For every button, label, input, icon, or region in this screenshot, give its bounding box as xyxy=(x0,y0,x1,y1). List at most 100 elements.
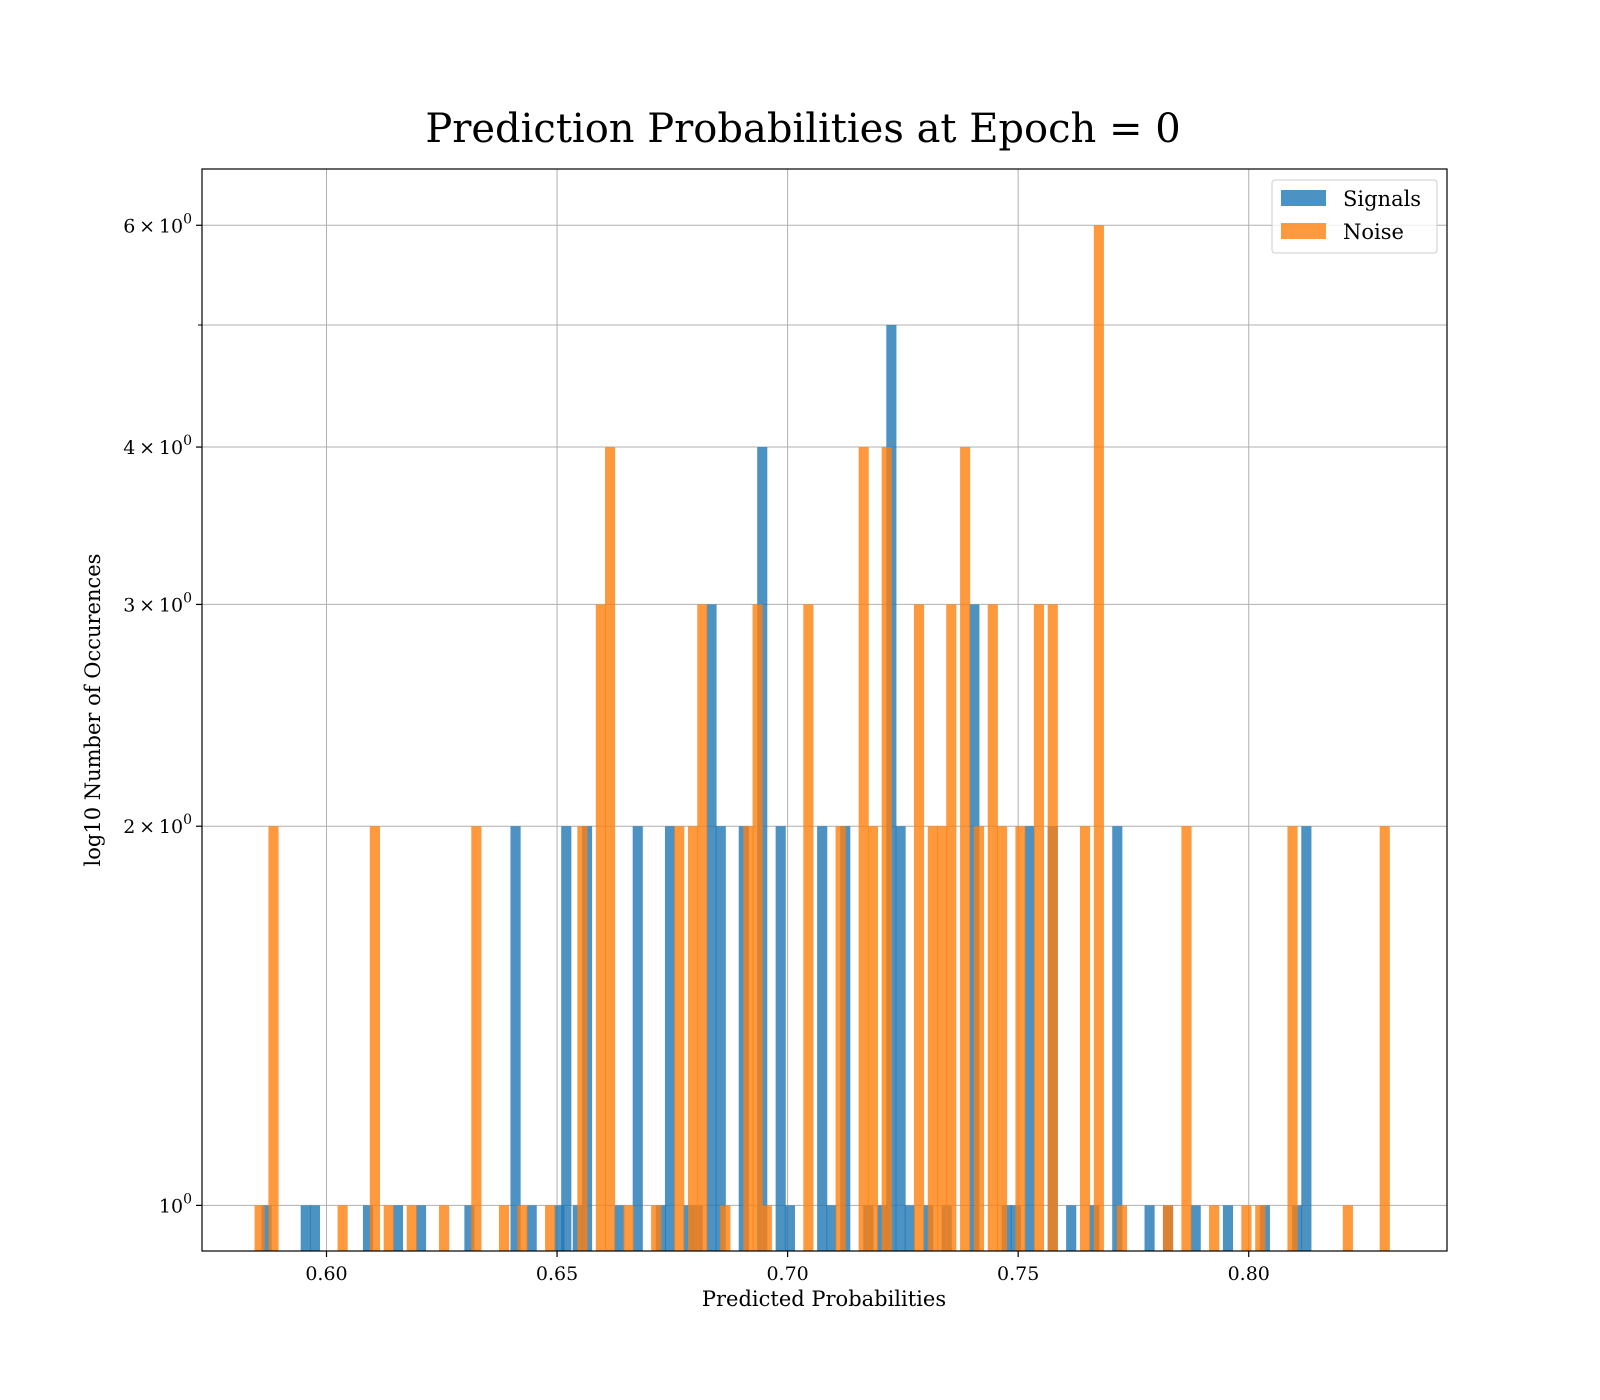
bar-noise xyxy=(858,447,869,1251)
bar-noise xyxy=(937,826,948,1251)
bar-noise xyxy=(996,826,1008,1251)
legend-label-signals: Signals xyxy=(1343,187,1421,211)
bar-noise xyxy=(752,604,763,1251)
bar-noise xyxy=(761,1205,772,1251)
bar-signals xyxy=(632,826,643,1251)
bar-noise xyxy=(406,1205,417,1251)
bar-noise xyxy=(623,1205,634,1251)
bar-noise xyxy=(1342,1205,1353,1251)
bar-signals xyxy=(464,1205,475,1251)
bar-noise xyxy=(369,826,380,1251)
bar-noise xyxy=(720,1205,731,1251)
legend-swatch-noise xyxy=(1281,223,1326,239)
bar-noise xyxy=(946,604,957,1251)
bar-noise xyxy=(1287,826,1298,1251)
bar-noise xyxy=(577,826,588,1251)
bar-noise xyxy=(1162,1205,1174,1251)
bar-noise xyxy=(254,1205,265,1251)
bar-signals xyxy=(526,1205,537,1251)
bar-noise xyxy=(867,826,878,1251)
bar-signals xyxy=(554,1205,565,1251)
bar-noise xyxy=(1255,1205,1266,1251)
bar-signals xyxy=(1024,826,1035,1251)
y-axis-label: log10 Number of Occurences xyxy=(81,554,105,867)
y-tick-label: 3 × 100 xyxy=(123,590,192,616)
bar-signals xyxy=(392,1205,404,1251)
bar-noise xyxy=(383,1205,394,1251)
bar-noise xyxy=(688,826,699,1251)
bar-noise xyxy=(697,604,708,1251)
bar-signals xyxy=(784,1205,795,1251)
bar-noise xyxy=(545,1205,556,1251)
y-tick-label: 6 × 100 xyxy=(123,211,192,237)
bar-noise xyxy=(881,447,892,1251)
bar-noise xyxy=(674,826,685,1251)
bar-noise xyxy=(987,604,998,1251)
bar-signals xyxy=(1190,1205,1201,1251)
bar-noise xyxy=(439,1205,450,1251)
bar-signals xyxy=(1112,826,1123,1251)
bar-noise xyxy=(973,826,985,1251)
bar-noise xyxy=(1241,1205,1252,1251)
bar-signals xyxy=(510,826,521,1251)
bar-signals xyxy=(664,826,676,1251)
legend-swatch-signals xyxy=(1281,190,1326,206)
bar-noise xyxy=(835,826,846,1251)
bar-noise xyxy=(1093,225,1104,1252)
bar-noise xyxy=(517,1205,528,1251)
bar-noise xyxy=(1033,604,1044,1251)
bar-signals xyxy=(775,826,786,1251)
bar-signals xyxy=(715,826,726,1251)
bar-noise xyxy=(1209,1205,1220,1251)
bar-noise xyxy=(268,826,279,1251)
bar-noise xyxy=(1116,1205,1127,1251)
bar-signals xyxy=(561,826,572,1251)
bar-noise xyxy=(337,1205,348,1251)
bar-signals xyxy=(362,1205,374,1251)
bar-noise xyxy=(743,826,754,1251)
x-tick-label: 0.75 xyxy=(997,1263,1039,1285)
y-tick-label: 4 × 100 xyxy=(123,433,192,459)
bar-signals xyxy=(415,1205,427,1251)
bar-signals xyxy=(895,826,906,1251)
bar-noise xyxy=(1015,826,1026,1251)
bar-noise xyxy=(927,826,938,1251)
bar-signals xyxy=(1066,1205,1077,1251)
bar-noise xyxy=(913,604,925,1251)
bar-noise xyxy=(1379,826,1390,1251)
bar-signals xyxy=(1222,1205,1234,1251)
x-tick-label: 0.80 xyxy=(1228,1263,1270,1285)
chart-title: Prediction Probabilities at Epoch = 0 xyxy=(425,106,1180,152)
bar-signals xyxy=(1144,1205,1155,1251)
x-tick-label: 0.60 xyxy=(305,1263,347,1285)
plot-frame xyxy=(201,168,1448,1252)
x-tick-label: 0.70 xyxy=(766,1263,808,1285)
bar-signals xyxy=(309,1205,321,1251)
bar-signals xyxy=(1301,826,1312,1251)
bar-signals xyxy=(706,604,717,1251)
bar-noise xyxy=(1181,826,1192,1251)
bar-noise xyxy=(1079,826,1091,1251)
bar-noise xyxy=(605,447,616,1251)
y-axis-ticks: 100 2 × 100 3 × 100 4 × 100 6 × 100 xyxy=(123,211,202,1217)
bar-signals xyxy=(904,1205,915,1251)
bar-signals xyxy=(817,826,828,1251)
bar-signals xyxy=(300,1205,311,1251)
x-axis-ticks: 0.60 0.65 0.70 0.75 0.80 xyxy=(305,1251,1270,1285)
x-tick-label: 0.65 xyxy=(536,1263,578,1285)
bar-noise xyxy=(960,447,971,1251)
bar-noise xyxy=(651,1205,662,1251)
legend-label-noise: Noise xyxy=(1343,220,1404,244)
bar-noise xyxy=(803,604,814,1251)
bar-noise xyxy=(1047,604,1058,1251)
legend: Signals Noise xyxy=(1271,179,1438,254)
bar-noise xyxy=(498,1205,510,1251)
bar-noise xyxy=(471,826,482,1251)
y-tick-label: 100 xyxy=(159,1191,192,1217)
bar-signals xyxy=(614,1205,625,1251)
bars xyxy=(254,225,1390,1252)
bar-signals xyxy=(826,1205,837,1251)
x-axis-label: Predicted Probabilities xyxy=(702,1287,946,1311)
y-tick-label: 2 × 100 xyxy=(123,812,192,838)
